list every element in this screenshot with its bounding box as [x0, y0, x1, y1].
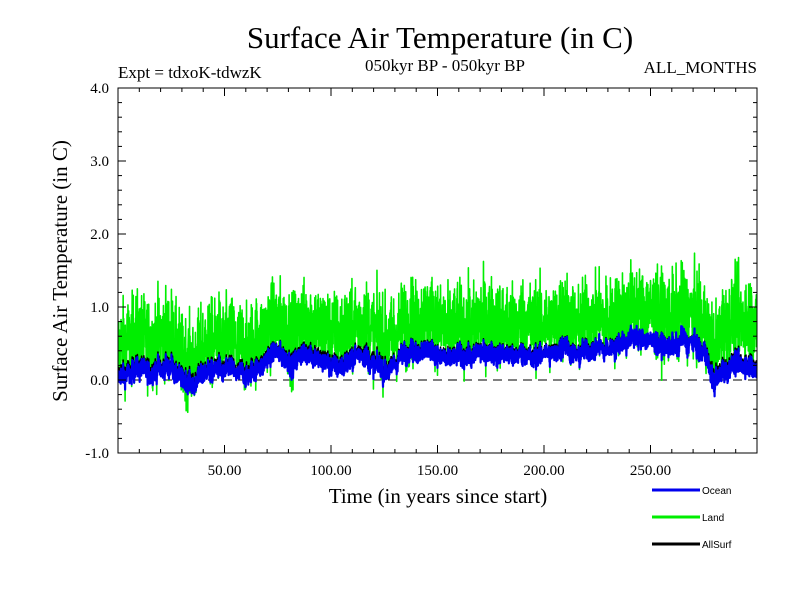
x-tick-label: 150.00	[417, 463, 458, 479]
legend: Ocean Land AllSurf	[652, 486, 732, 551]
y-tick-label: 3.0	[90, 154, 109, 170]
x-tick-label: 100.00	[310, 463, 351, 479]
y-tick-label: 1.0	[90, 300, 109, 316]
x-axis-label: Time (in years since start)	[329, 484, 548, 508]
legend-label-allsurf: AllSurf	[702, 540, 732, 551]
series-line-land	[118, 252, 757, 414]
experiment-label: Expt = tdxoK-tdwzK	[118, 63, 262, 82]
months-label: ALL_MONTHS	[644, 58, 757, 77]
series-line-ocean	[118, 324, 757, 398]
y-axis-label: Surface Air Temperature (in C)	[48, 140, 72, 402]
plot-series	[118, 252, 757, 414]
y-tick-label: 0.0	[90, 373, 109, 389]
x-tick-label: 250.00	[630, 463, 671, 479]
legend-label-ocean: Ocean	[702, 486, 731, 497]
y-tick-label: -1.0	[85, 446, 109, 462]
y-tick-label: 2.0	[90, 227, 109, 243]
chart-title: Surface Air Temperature (in C)	[247, 20, 633, 55]
y-tick-label: 4.0	[90, 81, 109, 97]
x-tick-label: 50.00	[208, 463, 242, 479]
x-tick-label: 200.00	[523, 463, 564, 479]
legend-label-land: Land	[702, 513, 724, 524]
axes: 50.00 100.00 150.00 200.00 250.00 -1.0 0.0 1.0 2…	[85, 81, 757, 479]
period-label: 050kyr BP - 050kyr BP	[365, 56, 525, 75]
